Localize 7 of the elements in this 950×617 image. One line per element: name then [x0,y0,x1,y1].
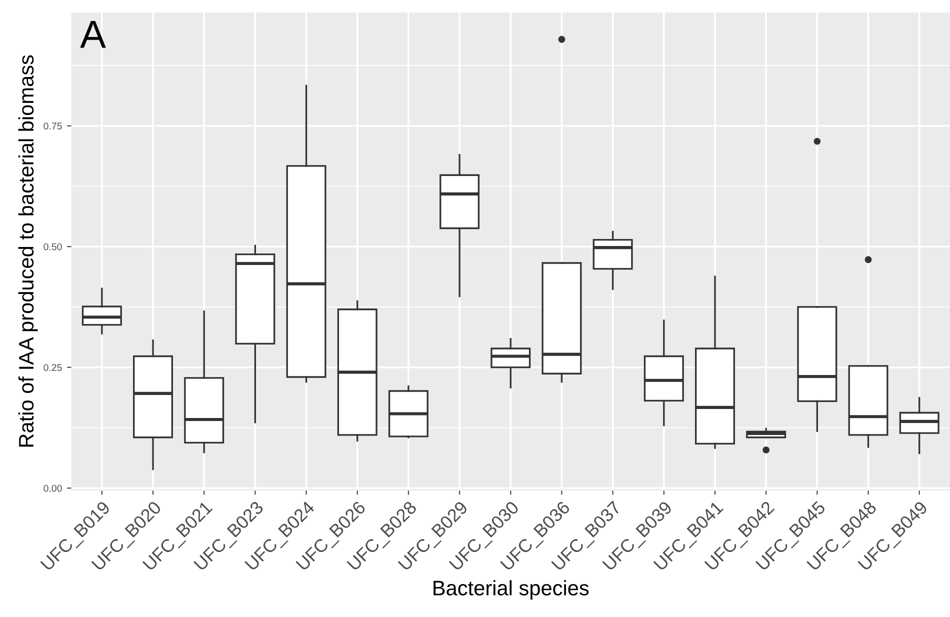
x-axis-title: Bacterial species [434,580,589,600]
y-axis-title: Ratio of IAA produced to bacterial biomass [18,55,38,447]
y-tick-label: 0.25 [44,364,62,371]
y-tick-label: 0.50 [44,243,62,250]
y-tick-label: 0.00 [44,484,62,492]
y-tick-label: 0.75 [44,122,62,130]
annotation: A [80,20,106,48]
